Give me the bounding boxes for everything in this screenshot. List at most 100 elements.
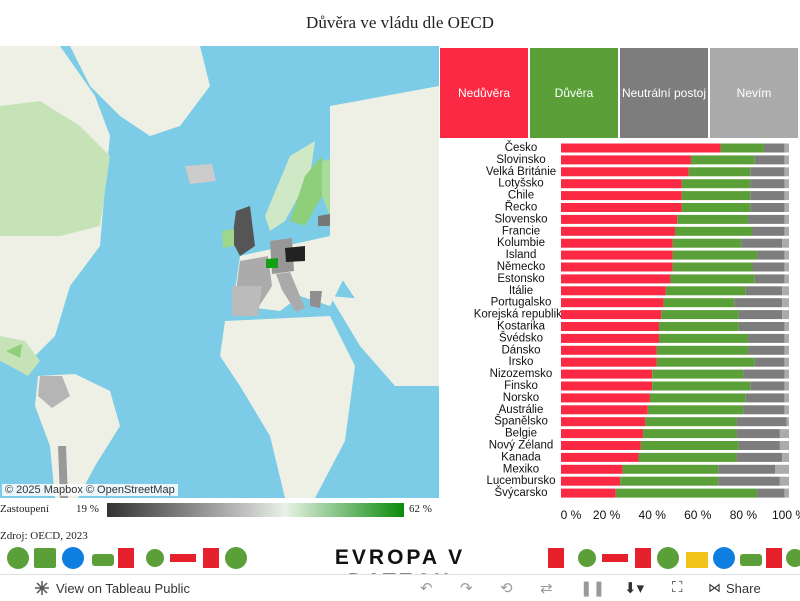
bar-segment[interactable] — [670, 274, 755, 284]
bar-segment[interactable] — [561, 203, 682, 212]
share-button[interactable]: ⋈ Share — [708, 580, 761, 596]
bar-segment[interactable] — [784, 357, 789, 367]
bar-segment[interactable] — [681, 203, 751, 212]
refresh-icon[interactable]: ⇄ — [540, 580, 553, 597]
bar-segment[interactable] — [747, 345, 785, 355]
download-icon[interactable]: ⬇▾ — [624, 580, 645, 597]
bar-segment[interactable] — [647, 405, 744, 415]
bar-segment[interactable] — [652, 369, 744, 379]
bar-segment[interactable] — [738, 322, 785, 331]
bar-segment[interactable] — [561, 429, 644, 439]
bar-segment[interactable] — [750, 203, 785, 212]
bar-segment[interactable] — [784, 143, 789, 153]
bar-segment[interactable] — [561, 417, 646, 427]
bar-segment[interactable] — [615, 488, 758, 498]
map-canvas[interactable] — [0, 46, 439, 498]
bar-segment[interactable] — [561, 405, 648, 415]
bar-segment[interactable] — [561, 345, 657, 355]
bar-segment[interactable] — [784, 488, 789, 498]
bar-segment[interactable] — [784, 191, 789, 201]
bar-segment[interactable] — [784, 167, 789, 177]
bar-segment[interactable] — [784, 214, 789, 224]
bar-segment[interactable] — [718, 464, 776, 474]
bar-segment[interactable] — [754, 357, 785, 367]
bar-segment[interactable] — [779, 476, 789, 486]
bar-segment[interactable] — [688, 167, 751, 177]
bar-segment[interactable] — [675, 226, 753, 236]
bar-segment[interactable] — [561, 310, 662, 320]
bar-segment[interactable] — [672, 250, 758, 260]
map-attribution[interactable]: © 2025 Mapbox © OpenStreetMap — [2, 484, 178, 496]
bar-segment[interactable] — [784, 262, 789, 272]
bar-segment[interactable] — [561, 262, 673, 272]
bar-segment[interactable] — [786, 417, 789, 427]
bar-segment[interactable] — [561, 250, 673, 260]
bar-segment[interactable] — [738, 310, 783, 320]
bar-segment[interactable] — [649, 393, 746, 403]
bar-segment[interactable] — [561, 381, 653, 391]
bar-segment[interactable] — [784, 369, 789, 379]
bar-segment[interactable] — [622, 464, 719, 474]
fullscreen-icon[interactable]: ⛶ — [672, 579, 683, 596]
bar-segment[interactable] — [754, 155, 785, 165]
bar-segment[interactable] — [763, 143, 785, 153]
bar-segment[interactable] — [561, 238, 673, 248]
bar-segment[interactable] — [784, 405, 789, 415]
bar-segment[interactable] — [638, 452, 737, 462]
bar-segment[interactable] — [743, 405, 785, 415]
bar-segment[interactable] — [750, 179, 785, 189]
bar-segment[interactable] — [736, 452, 783, 462]
bar-segment[interactable] — [784, 393, 789, 403]
bar-segment[interactable] — [561, 214, 678, 224]
bar-segment[interactable] — [672, 238, 742, 248]
bar-segment[interactable] — [720, 143, 764, 153]
bar-segment[interactable] — [736, 429, 780, 439]
bar-segment[interactable] — [561, 393, 650, 403]
bar-segment[interactable] — [561, 357, 657, 367]
bar-segment[interactable] — [752, 262, 785, 272]
bar-segment[interactable] — [757, 250, 785, 260]
bar-segment[interactable] — [784, 322, 789, 331]
bar-segment[interactable] — [782, 310, 789, 320]
bar-segment[interactable] — [645, 417, 737, 427]
undo-icon[interactable]: ↶ — [420, 580, 433, 597]
bar-segment[interactable] — [561, 452, 639, 462]
stacked-bar-chart[interactable]: Česko Slovinsko Velká Británie Lotyšsko Chil… — [440, 140, 800, 525]
bar-segment[interactable] — [757, 488, 785, 498]
bar-segment[interactable] — [652, 381, 751, 391]
bar-segment[interactable] — [784, 250, 789, 260]
bar-segment[interactable] — [741, 238, 783, 248]
bar-segment[interactable] — [561, 274, 671, 284]
bar-segment[interactable] — [681, 191, 751, 201]
bar-segment[interactable] — [779, 429, 789, 439]
bar-segment[interactable] — [750, 381, 785, 391]
bar-segment[interactable] — [752, 226, 785, 236]
bar-segment[interactable] — [561, 369, 653, 379]
bar-segment[interactable] — [745, 393, 785, 403]
bar-segment[interactable] — [718, 476, 780, 486]
bar-segment[interactable] — [736, 417, 787, 427]
bar-segment[interactable] — [561, 464, 623, 474]
bar-segment[interactable] — [643, 429, 737, 439]
bar-segment[interactable] — [561, 298, 664, 308]
bar-segment[interactable] — [561, 155, 691, 165]
bar-segment[interactable] — [734, 298, 783, 308]
bar-segment[interactable] — [561, 226, 675, 236]
bar-segment[interactable] — [661, 310, 739, 320]
bar-segment[interactable] — [561, 167, 689, 177]
bar-segment[interactable] — [561, 179, 682, 189]
revert-icon[interactable]: ⟲ — [500, 580, 513, 597]
pause-icon[interactable]: ❚❚ — [580, 580, 606, 597]
view-on-tableau-link[interactable]: View on Tableau Public — [34, 580, 190, 596]
bar-segment[interactable] — [747, 214, 785, 224]
bar-segment[interactable] — [681, 179, 751, 189]
bar-segment[interactable] — [750, 191, 785, 201]
bar-segment[interactable] — [784, 345, 789, 355]
bar-segment[interactable] — [738, 441, 780, 450]
bar-segment[interactable] — [561, 286, 666, 296]
bar-segment[interactable] — [561, 143, 721, 153]
bar-segment[interactable] — [782, 286, 789, 296]
bar-segment[interactable] — [782, 238, 789, 248]
bar-segment[interactable] — [743, 369, 785, 379]
